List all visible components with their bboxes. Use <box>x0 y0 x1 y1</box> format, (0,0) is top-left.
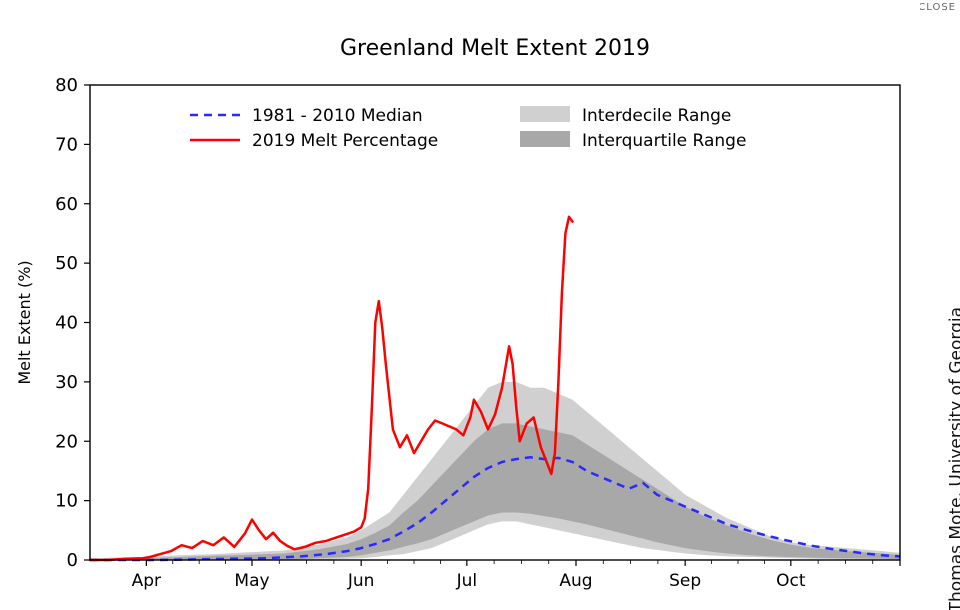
x-tick-label: Apr <box>132 571 161 591</box>
legend-label-interquartile: Interquartile Range <box>582 131 746 151</box>
y-tick-label: 70 <box>55 134 78 155</box>
melt-extent-chart: Greenland Melt Extent 2019 0 10 20 30 40 50 60 7… <box>0 0 920 610</box>
y-tick-label: 40 <box>55 313 78 334</box>
close-label[interactable]: CLOSE <box>918 2 956 13</box>
legend-label-2019: 2019 Melt Percentage <box>252 131 438 151</box>
y-axis-label: Melt Extent (%) <box>15 260 34 384</box>
y-tick-label: 60 <box>55 194 78 215</box>
attribution-text: NSIDC / Thomas Mote, University of Georg… <box>946 307 960 610</box>
chart-title: Greenland Melt Extent 2019 <box>340 36 650 61</box>
page-root: CLOSE NSIDC / Thomas Mote, University of… <box>0 0 960 610</box>
y-tick-label: 0 <box>67 550 78 571</box>
legend-label-interdecile: Interdecile Range <box>582 106 731 126</box>
y-tick-label: 20 <box>55 431 78 452</box>
legend-label-median: 1981 - 2010 Median <box>252 106 423 126</box>
y-tick-label: 50 <box>55 253 78 274</box>
x-tick-label: Jun <box>347 571 375 591</box>
legend-swatch-interquartile <box>520 131 570 147</box>
x-tick-label: Oct <box>776 571 806 591</box>
y-tick-label: 10 <box>55 491 78 512</box>
legend-swatch-interdecile <box>520 106 570 122</box>
x-tick-label: Aug <box>559 571 592 591</box>
y-tick-label: 30 <box>55 372 78 393</box>
x-tick-label: Jul <box>456 571 478 591</box>
x-tick-label: May <box>234 571 269 591</box>
y-tick-label: 80 <box>55 75 78 96</box>
x-tick-label: Sep <box>669 571 701 591</box>
